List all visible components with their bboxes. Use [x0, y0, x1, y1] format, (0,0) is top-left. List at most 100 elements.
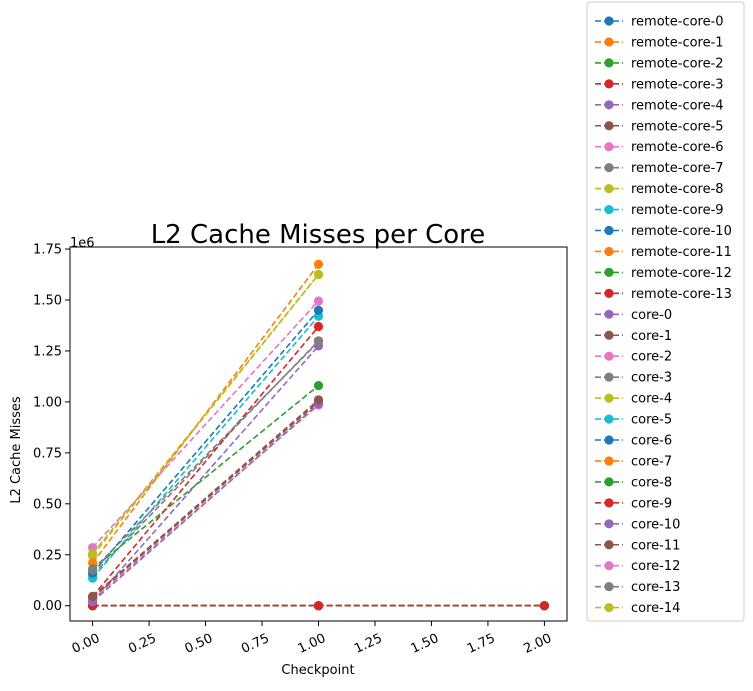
- legend-marker: [604, 540, 614, 550]
- data-point: [313, 269, 324, 280]
- series-line-core-11: [92, 399, 320, 598]
- series-line-core-8: [92, 384, 320, 570]
- series-line-core-6: [91, 309, 320, 574]
- legend-marker: [604, 100, 614, 110]
- data-point: [313, 381, 324, 391]
- legend-entry: core-12: [595, 559, 680, 574]
- series-remote-core-13: [88, 601, 550, 611]
- legend-entry: core-2: [595, 350, 672, 365]
- series-line-core-4: [91, 273, 320, 557]
- legend-marker: [604, 58, 614, 68]
- legend-label: remote-core-8: [631, 182, 724, 197]
- chart-title: L2 Cache Misses per Core: [151, 220, 486, 250]
- series-core-6: [88, 305, 324, 578]
- legend-marker: [604, 184, 614, 194]
- legend-marker: [604, 121, 614, 131]
- x-axis: 0.00 0.25 0.50 0.75 1.00 1.25 1.50 1.75 2.00: [70, 621, 554, 657]
- y-tick-label: 1.00: [33, 395, 62, 410]
- data-point: [88, 591, 98, 602]
- legend-marker: [604, 142, 614, 152]
- series-line-core-3: [92, 340, 320, 576]
- legend-label: core-3: [631, 371, 672, 386]
- legend-label: remote-core-4: [631, 98, 724, 113]
- series-line-core-12: [92, 300, 320, 549]
- legend-entry: core-8: [595, 475, 672, 490]
- series-core-9: [88, 321, 324, 602]
- legend-label: remote-core-0: [631, 15, 724, 30]
- legend-marker: [604, 330, 614, 340]
- legend-marker: [604, 603, 614, 613]
- legend-entry: remote-core-9: [595, 203, 724, 218]
- legend-entry: remote-core-7: [595, 161, 724, 176]
- legend-entry: remote-core-0: [595, 15, 724, 30]
- legend-label: core-9: [631, 496, 672, 511]
- series-core-1: [88, 397, 324, 603]
- legend-label: remote-core-5: [631, 119, 724, 134]
- legend-marker: [604, 372, 614, 382]
- legend-label: remote-core-9: [631, 203, 724, 218]
- data-point: [313, 296, 324, 306]
- series-core-0: [88, 341, 324, 607]
- series-core-8: [88, 381, 324, 574]
- legend-entry: core-7: [595, 454, 672, 469]
- series-line-core-1: [92, 401, 320, 599]
- y-tick-label: 1.50: [33, 293, 62, 308]
- legend-label: remote-core-6: [631, 140, 724, 155]
- legend-entry: remote-core-1: [595, 35, 724, 50]
- x-tick-label: 1.75: [465, 631, 498, 657]
- legend-entry: remote-core-3: [595, 77, 724, 92]
- legend-marker: [604, 351, 614, 361]
- legend-label: core-7: [631, 454, 672, 469]
- data-point: [88, 565, 98, 575]
- legend-marker: [604, 288, 614, 298]
- series-line-core-14: [91, 273, 320, 555]
- legend-label: remote-core-10: [631, 224, 732, 239]
- legend-label: remote-core-3: [631, 77, 724, 92]
- legend-marker: [604, 225, 614, 236]
- data-point: [313, 321, 324, 332]
- data-point: [539, 601, 550, 611]
- legend-label: remote-core-11: [631, 245, 732, 260]
- x-tick-label: 2.00: [522, 631, 555, 657]
- x-tick-label: 1.25: [352, 631, 385, 657]
- series-line-core-5: [91, 315, 320, 579]
- y-axis-offset-label: 1e6: [70, 236, 95, 251]
- legend-entry: remote-core-6: [595, 140, 724, 155]
- legend-label: core-14: [631, 601, 680, 616]
- data-point: [313, 337, 324, 347]
- data-point: [313, 259, 324, 269]
- legend-label: core-12: [631, 559, 680, 574]
- x-tick-label: 0.75: [239, 631, 272, 657]
- legend-marker: [604, 309, 614, 319]
- series-line-core-13: [92, 341, 320, 571]
- legend-label: core-1: [631, 329, 672, 344]
- legend-marker: [604, 246, 614, 257]
- y-tick-label: 0.75: [33, 446, 62, 461]
- y-tick-label: 1.75: [33, 243, 62, 258]
- legend-label: core-10: [631, 517, 680, 532]
- series-core-2: [88, 400, 324, 605]
- legend-label: core-13: [631, 580, 680, 595]
- legend-marker: [604, 456, 614, 466]
- legend-label: core-2: [631, 350, 672, 365]
- legend-label: core-11: [631, 538, 680, 553]
- legend-marker: [604, 163, 614, 173]
- legend-label: remote-core-1: [631, 35, 724, 50]
- legend-entry: core-11: [595, 538, 680, 553]
- plot-area: [69, 246, 568, 622]
- legend-marker: [604, 204, 614, 215]
- series-core-12: [88, 296, 324, 553]
- legend-marker: [604, 267, 614, 277]
- legend-entry: remote-core-13: [595, 287, 732, 302]
- series-core-7: [88, 259, 324, 568]
- series-line-core-9: [91, 325, 320, 598]
- series-core-5: [88, 311, 324, 583]
- data-point: [313, 305, 324, 315]
- legend-label: core-8: [631, 475, 672, 490]
- legend-marker: [604, 561, 614, 571]
- y-tick-label: 0.50: [33, 497, 62, 512]
- legend-entry: remote-core-8: [595, 182, 724, 197]
- legend-marker: [604, 435, 614, 445]
